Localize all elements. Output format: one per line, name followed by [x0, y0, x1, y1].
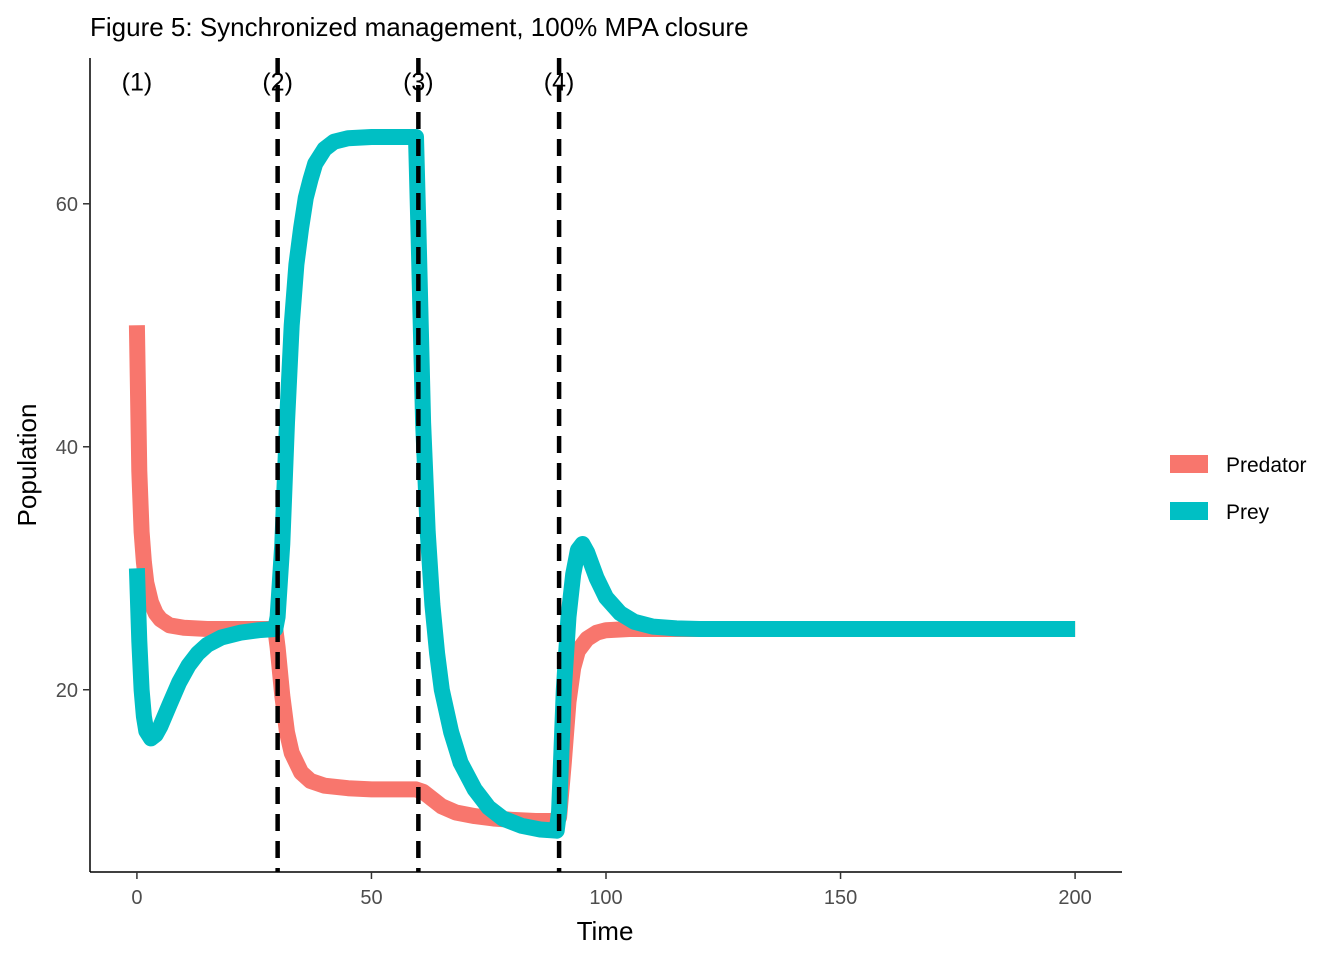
x-axis-title: Time: [577, 916, 634, 946]
y-tick-label: 20: [56, 680, 78, 702]
x-tick-label: 150: [824, 887, 857, 909]
legend-swatch-predator: [1170, 455, 1208, 473]
annotation-4: (4): [544, 68, 575, 96]
annotation-3: (3): [403, 68, 434, 96]
x-tick-label: 50: [360, 887, 382, 909]
legend-swatch-prey: [1170, 502, 1208, 520]
x-tick-label: 0: [131, 887, 142, 909]
series-line-predator: [128, 325, 1076, 829]
annotation-2: (2): [262, 68, 293, 96]
y-tick-label: 60: [56, 194, 78, 216]
annotation-1: (1): [122, 68, 153, 96]
legend: Predator Prey: [1170, 454, 1307, 524]
series-line-prey: [128, 129, 1076, 839]
axes: 0 50 100 150 200 20 40 60: [56, 58, 1122, 909]
chart-title: Figure 5: Synchronized management, 100% …: [90, 12, 749, 42]
x-tick-label: 200: [1058, 887, 1091, 909]
vertical-reference-lines: [275, 58, 562, 872]
legend-label-prey: Prey: [1226, 501, 1270, 524]
y-axis-title: Population: [12, 404, 42, 527]
plot-area: [128, 129, 1076, 839]
legend-label-predator: Predator: [1226, 454, 1307, 477]
x-tick-label: 100: [589, 887, 622, 909]
phase-annotations: (1) (2) (3) (4): [122, 68, 575, 96]
y-tick-label: 40: [56, 437, 78, 459]
